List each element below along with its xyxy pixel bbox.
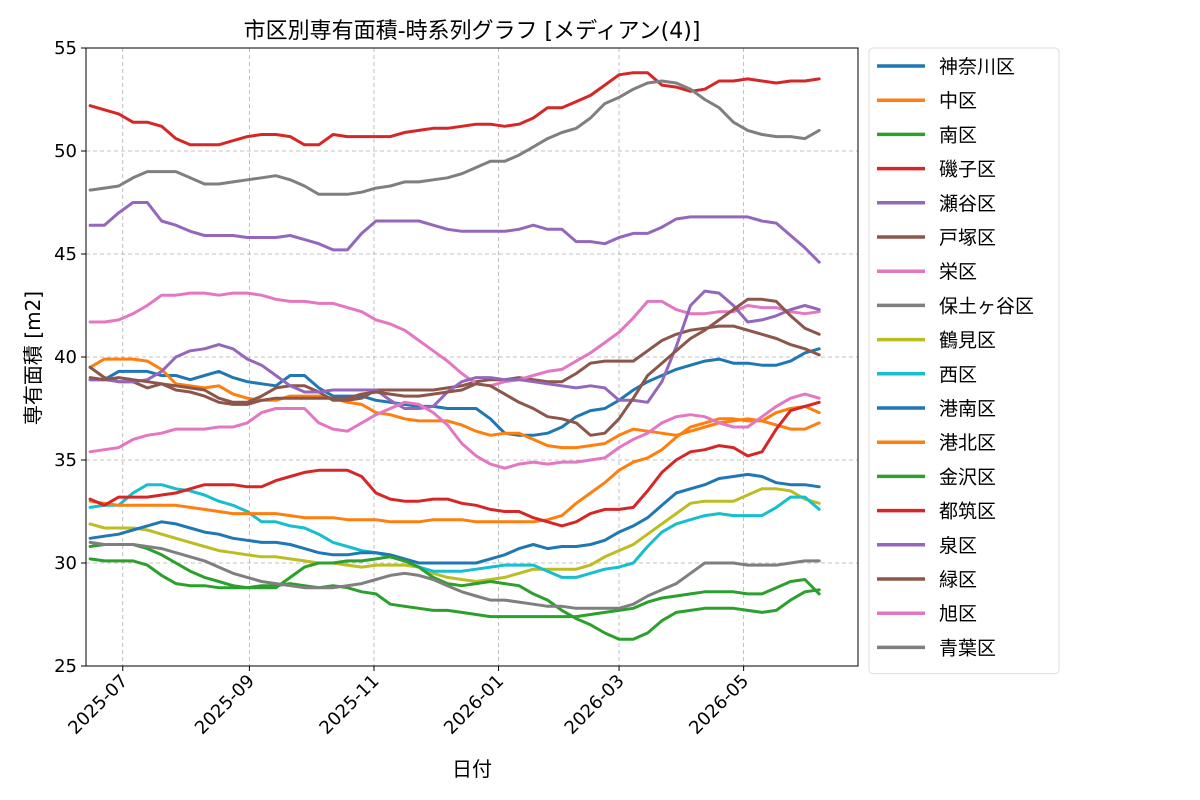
legend-label: 瀬谷区 <box>939 193 996 215</box>
legend-label: 鶴見区 <box>939 330 996 352</box>
series-line-7 <box>88 291 821 388</box>
legend-label: 磯子区 <box>939 159 996 181</box>
series-line-17 <box>88 392 821 470</box>
legend-label: 緑区 <box>939 569 977 591</box>
y-tick-label: 30 <box>54 553 77 574</box>
y-tick-label: 25 <box>54 656 77 677</box>
legend-label: 旭区 <box>939 603 977 625</box>
x-tick-label: 2026-05 <box>685 671 753 739</box>
legend-label: 都筑区 <box>939 501 996 523</box>
series-line-5 <box>88 201 821 264</box>
series-line-3 <box>88 557 821 619</box>
legend-label: 南区 <box>939 124 977 146</box>
grid <box>86 47 858 667</box>
chart-title: 市区別専有面積-時系列グラフ [メディアン(4)] <box>244 19 701 44</box>
x-tick-label: 2025-07 <box>64 671 132 739</box>
series-line-10 <box>88 483 821 579</box>
series-line-15 <box>88 289 821 410</box>
legend-label: 港南区 <box>939 398 996 420</box>
series-line-11 <box>88 472 821 565</box>
series-line-9 <box>88 487 821 583</box>
y-axis: 25 30 35 40 45 50 55 <box>54 38 86 677</box>
legend-label: 泉区 <box>939 535 977 557</box>
legend-label: 栄区 <box>939 261 977 283</box>
series-line-18 <box>88 540 821 610</box>
series-line-2 <box>88 357 821 450</box>
x-tick-label: 2026-01 <box>440 671 508 739</box>
legend-label: 青葉区 <box>939 637 996 659</box>
series-lines <box>88 71 821 641</box>
y-tick-label: 40 <box>54 347 77 368</box>
legend-label: 中区 <box>939 90 977 112</box>
legend-label: 保土ヶ谷区 <box>939 295 1034 317</box>
series-line-12 <box>88 404 821 524</box>
y-tick-label: 45 <box>54 244 77 265</box>
series-line-8 <box>88 79 821 196</box>
y-tick-label: 50 <box>54 141 77 162</box>
x-tick-label: 2025-11 <box>315 671 383 739</box>
legend-label: 西区 <box>939 364 977 386</box>
series-line-1 <box>88 347 821 437</box>
legend-label: 神奈川区 <box>939 56 1015 78</box>
x-tick-label: 2026-03 <box>561 671 629 739</box>
series-line-14 <box>88 400 821 528</box>
x-axis-label: 日付 <box>452 757 492 781</box>
y-tick-label: 55 <box>54 38 77 59</box>
series-line-16 <box>88 297 821 437</box>
y-axis-label: 専有面積 [m2] <box>21 291 45 425</box>
y-tick-label: 35 <box>54 450 77 471</box>
legend-label: 港北区 <box>939 432 996 454</box>
series-line-13 <box>88 543 821 641</box>
legend-label: 戸塚区 <box>939 227 996 249</box>
x-axis: 2025-07 2025-09 2025-11 2026-01 2026-03 2026-… <box>64 666 753 739</box>
x-tick-label: 2025-09 <box>191 671 259 739</box>
legend: 神奈川区中区南区磯子区瀬谷区戸塚区栄区保土ヶ谷区鶴見区西区港南区港北区金沢区都筑… <box>868 47 1060 675</box>
legend-label: 金沢区 <box>939 466 996 488</box>
series-line-4 <box>88 71 821 147</box>
